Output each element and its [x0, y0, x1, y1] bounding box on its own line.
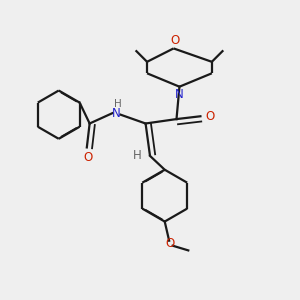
Text: N: N [175, 88, 184, 101]
Text: H: H [114, 99, 122, 110]
Text: N: N [112, 107, 121, 120]
Text: O: O [170, 34, 180, 47]
Text: O: O [206, 110, 215, 123]
Text: O: O [165, 237, 175, 250]
Text: O: O [83, 151, 93, 164]
Text: H: H [132, 149, 141, 162]
